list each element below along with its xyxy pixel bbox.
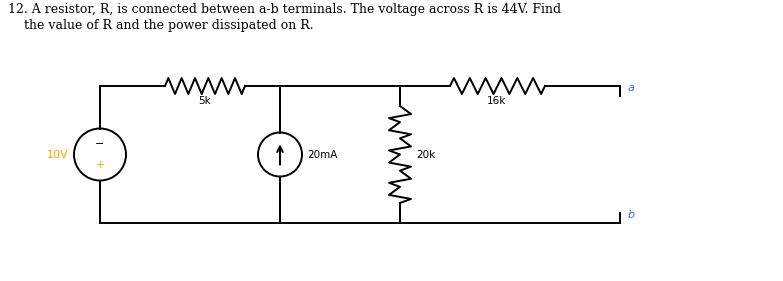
Text: 12. A resistor, R, is connected between a-b terminals. The voltage across R is 4: 12. A resistor, R, is connected between … <box>8 3 561 16</box>
Text: 16k: 16k <box>487 96 507 106</box>
Text: 5k: 5k <box>199 96 211 106</box>
Text: b: b <box>628 210 635 220</box>
Text: +: + <box>96 160 105 171</box>
Text: 10V: 10V <box>46 149 68 160</box>
Text: the value of R and the power dissipated on R.: the value of R and the power dissipated … <box>8 19 314 32</box>
Text: 20k: 20k <box>416 149 435 160</box>
Text: 20mA: 20mA <box>307 149 337 160</box>
Text: a: a <box>628 83 635 93</box>
Text: −: − <box>96 139 105 148</box>
